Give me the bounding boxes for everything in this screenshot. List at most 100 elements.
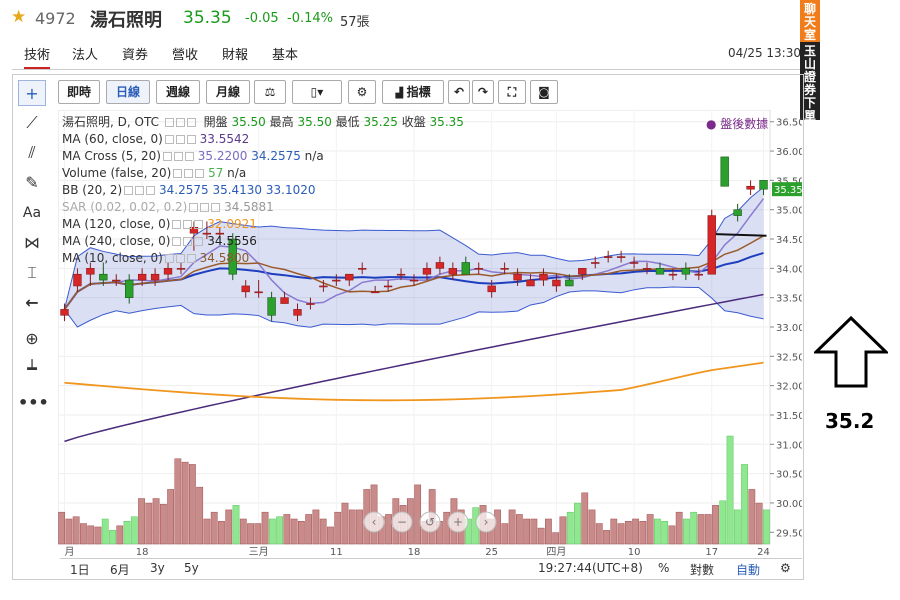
legend-eye-icon[interactable]	[162, 152, 172, 161]
volume-bar	[508, 509, 516, 545]
zoom-in-icon[interactable]: ⊕	[25, 329, 39, 348]
nav-symbol: ›	[484, 515, 489, 529]
legend-settings-icon[interactable]	[175, 254, 185, 263]
volume-bar	[210, 511, 218, 545]
legend-close-icon[interactable]	[186, 135, 196, 144]
legend-close-icon[interactable]	[184, 152, 194, 161]
legend-close-icon[interactable]	[194, 237, 204, 246]
legend-close-icon[interactable]	[186, 254, 196, 263]
y-tick-label: 34.50	[776, 235, 802, 246]
arrow-left-icon[interactable]: ←	[25, 293, 39, 312]
x-tick-label: 11	[330, 547, 343, 558]
legend-settings-icon[interactable]	[184, 169, 194, 178]
percent-scale-button[interactable]: %	[658, 561, 670, 575]
volume-bar	[152, 498, 160, 545]
open-value: 35.50	[231, 115, 266, 129]
legend-row: MA (120, close, 0) 32.0921	[62, 216, 464, 233]
range-3y-button[interactable]: 3y	[150, 561, 165, 575]
tab-institutional[interactable]: 法人	[72, 48, 99, 63]
indicators-button[interactable]: ▟ 指標	[382, 80, 444, 104]
pattern-icon[interactable]: ⋈	[24, 233, 40, 252]
candle-body	[565, 279, 574, 287]
broker-order-button[interactable]: 玉山證券下單	[800, 42, 820, 123]
trendline-icon[interactable]: ⟋	[26, 113, 38, 132]
volume-bar	[414, 484, 422, 545]
gear-icon[interactable]: ⚙	[348, 80, 376, 104]
legend-close-icon[interactable]	[194, 220, 204, 229]
y-tick-label: 36.50	[776, 118, 802, 129]
legend-eye-icon[interactable]	[172, 237, 182, 246]
candle-body	[319, 285, 328, 288]
legend-eye-icon[interactable]	[173, 169, 183, 178]
scroll-left-icon[interactable]: ‹	[363, 511, 385, 533]
legend-eye-icon[interactable]	[124, 186, 134, 195]
legend-settings-icon[interactable]	[175, 118, 185, 127]
range-6m-button[interactable]: 6月	[110, 563, 130, 577]
intraday-button[interactable]: 即時	[58, 80, 100, 104]
ma60-line	[64, 293, 764, 443]
legend-settings-icon[interactable]	[175, 135, 185, 144]
legend-settings-icon[interactable]	[200, 203, 210, 212]
legend-eye-icon[interactable]	[164, 118, 174, 127]
legend-row: BB (20, 2) 34.2575 35.4130 33.1020	[62, 182, 464, 199]
chat-room-button[interactable]: 聊天室	[800, 0, 820, 42]
range-1d-button[interactable]: 1日	[70, 563, 90, 577]
monthly-button[interactable]: 月線	[206, 80, 250, 104]
tab-revenue[interactable]: 營收	[172, 48, 199, 63]
camera-icon[interactable]: ◙	[530, 80, 558, 104]
legend-close-icon[interactable]	[195, 169, 205, 178]
legend-settings-icon[interactable]	[173, 152, 183, 161]
measure-icon[interactable]: ⌶	[27, 263, 37, 282]
nav-circle	[391, 511, 413, 533]
compare-scale-icon[interactable]: ⚖	[254, 80, 286, 104]
more-dots-icon[interactable]: •••	[18, 393, 49, 412]
legend-close-icon[interactable]	[146, 186, 156, 195]
zoom-out-icon[interactable]: −	[391, 511, 413, 533]
price-change-pct: -0.14%	[287, 11, 333, 26]
legend-eye-icon[interactable]	[164, 254, 174, 263]
legend-settings-icon[interactable]	[183, 220, 193, 229]
volume-bar	[72, 516, 80, 545]
zoom-in-chart-icon[interactable]: +	[447, 511, 469, 533]
log-scale-button[interactable]: 對數	[690, 563, 715, 577]
footer-gear-icon[interactable]: ⚙	[780, 561, 791, 575]
daily-button[interactable]: 日線	[106, 80, 150, 104]
legend-close-icon[interactable]	[211, 203, 221, 212]
chart-type-icon[interactable]: ▯▾	[292, 80, 342, 104]
candle-body	[720, 156, 729, 187]
after-market-link[interactable]: ● 盤後數據	[706, 117, 769, 131]
tab-financials[interactable]: 財報	[222, 48, 249, 63]
auto-scale-button[interactable]: 自動	[736, 563, 761, 577]
undo-icon[interactable]: ↶	[448, 80, 470, 104]
candlestick-chart[interactable]: 36.50 36.00 35.50 35.00 34.50 34.00 33.50 33.00…	[58, 110, 802, 558]
legend-eye-icon[interactable]	[164, 135, 174, 144]
y-tick-label: 29.50	[776, 528, 802, 539]
legend-close-icon[interactable]	[186, 118, 196, 127]
brush-icon[interactable]: ✎	[25, 173, 39, 192]
legend-settings-icon[interactable]	[135, 186, 145, 195]
legend-eye-icon[interactable]	[172, 220, 182, 229]
scroll-right-icon[interactable]: ›	[475, 511, 497, 533]
tab-basic[interactable]: 基本	[272, 48, 299, 63]
crosshair-icon[interactable]: +	[18, 80, 46, 106]
fullscreen-icon[interactable]: ⛶	[498, 80, 526, 104]
y-tick-label: 35.50	[776, 176, 802, 187]
legend-settings-icon[interactable]	[183, 237, 193, 246]
weekly-button[interactable]: 週線	[156, 80, 200, 104]
text-tool-icon[interactable]: Aa	[22, 205, 42, 221]
range-5y-button[interactable]: 5y	[184, 561, 199, 575]
favorite-star-icon[interactable]: ★	[11, 7, 27, 27]
fibonacci-icon[interactable]: ⫽	[28, 143, 36, 162]
volume-bar	[741, 464, 748, 545]
reset-icon[interactable]: ↺	[419, 511, 441, 533]
tab-technical[interactable]: 技術	[24, 44, 51, 69]
volume-bar	[748, 489, 756, 545]
ruler-icon[interactable]: ┷	[27, 359, 37, 378]
candle-body	[552, 279, 561, 287]
legend-row-value: 33.5542	[195, 132, 250, 146]
tab-margin[interactable]: 資券	[122, 48, 149, 63]
candle-body	[150, 273, 160, 281]
redo-icon[interactable]: ↷	[472, 80, 494, 104]
legend-eye-icon[interactable]	[189, 203, 199, 212]
candle-body	[500, 268, 509, 270]
